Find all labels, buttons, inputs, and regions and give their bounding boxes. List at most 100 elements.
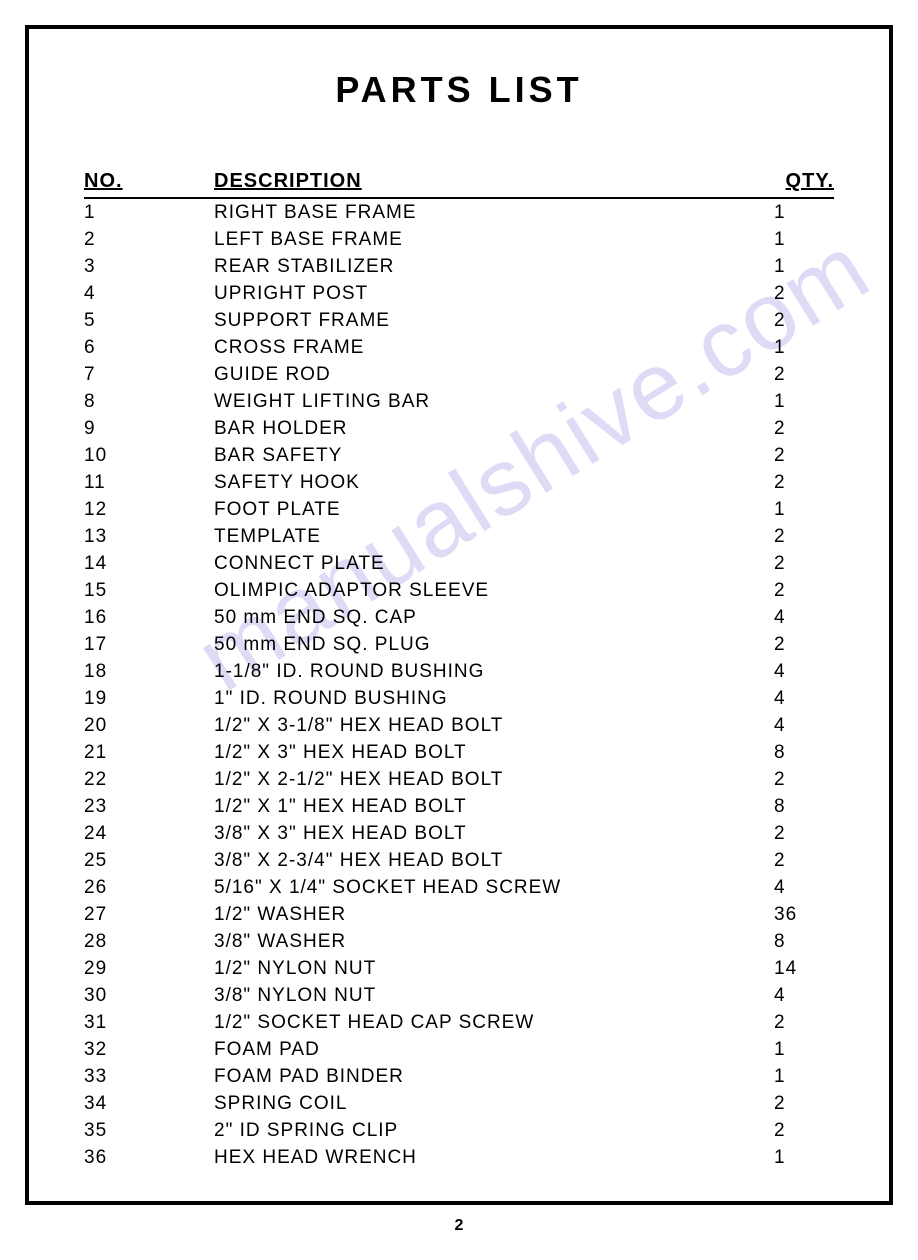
table-row: 6CROSS FRAME1: [84, 334, 834, 361]
cell-description: SAFETY HOOK: [214, 469, 774, 496]
cell-no: 17: [84, 631, 214, 658]
cell-no: 19: [84, 685, 214, 712]
cell-qty: 2: [774, 307, 834, 334]
table-row: 12FOOT PLATE1: [84, 496, 834, 523]
cell-qty: 8: [774, 793, 834, 820]
cell-qty: 4: [774, 658, 834, 685]
cell-description: 50 mm END SQ. CAP: [214, 604, 774, 631]
cell-qty: 1: [774, 388, 834, 415]
cell-description: GUIDE ROD: [214, 361, 774, 388]
table-row: 1RIGHT BASE FRAME1: [84, 198, 834, 226]
table-row: 191" ID. ROUND BUSHING4: [84, 685, 834, 712]
cell-no: 20: [84, 712, 214, 739]
cell-no: 5: [84, 307, 214, 334]
cell-description: 3/8" X 2-3/4" HEX HEAD BOLT: [214, 847, 774, 874]
cell-no: 10: [84, 442, 214, 469]
cell-qty: 4: [774, 982, 834, 1009]
cell-qty: 14: [774, 955, 834, 982]
table-row: 221/2" X 2-1/2" HEX HEAD BOLT2: [84, 766, 834, 793]
cell-no: 35: [84, 1117, 214, 1144]
cell-no: 13: [84, 523, 214, 550]
cell-no: 25: [84, 847, 214, 874]
cell-qty: 1: [774, 334, 834, 361]
cell-description: OLIMPIC ADAPTOR SLEEVE: [214, 577, 774, 604]
cell-qty: 2: [774, 631, 834, 658]
content-layer: PARTS LIST NO. DESCRIPTION QTY. 1RIGHT B…: [84, 69, 834, 1171]
cell-no: 14: [84, 550, 214, 577]
cell-description: 1-1/8" ID. ROUND BUSHING: [214, 658, 774, 685]
cell-description: 1/2" NYLON NUT: [214, 955, 774, 982]
cell-qty: 1: [774, 1063, 834, 1090]
cell-qty: 1: [774, 1144, 834, 1171]
cell-no: 34: [84, 1090, 214, 1117]
table-row: 1750 mm END SQ. PLUG2: [84, 631, 834, 658]
table-body: 1RIGHT BASE FRAME12LEFT BASE FRAME13REAR…: [84, 198, 834, 1171]
cell-description: 1/2" X 1" HEX HEAD BOLT: [214, 793, 774, 820]
header-description: DESCRIPTION: [214, 166, 774, 198]
cell-no: 30: [84, 982, 214, 1009]
cell-qty: 2: [774, 820, 834, 847]
cell-no: 6: [84, 334, 214, 361]
cell-description: SPRING COIL: [214, 1090, 774, 1117]
cell-no: 8: [84, 388, 214, 415]
cell-description: BAR SAFETY: [214, 442, 774, 469]
cell-qty: 2: [774, 415, 834, 442]
cell-qty: 2: [774, 361, 834, 388]
table-row: 33FOAM PAD BINDER1: [84, 1063, 834, 1090]
cell-qty: 36: [774, 901, 834, 928]
cell-qty: 1: [774, 496, 834, 523]
table-row: 265/16" X 1/4" SOCKET HEAD SCREW4: [84, 874, 834, 901]
table-row: 9BAR HOLDER2: [84, 415, 834, 442]
table-row: 253/8" X 2-3/4" HEX HEAD BOLT2: [84, 847, 834, 874]
cell-no: 23: [84, 793, 214, 820]
cell-qty: 2: [774, 847, 834, 874]
cell-no: 16: [84, 604, 214, 631]
cell-description: 5/16" X 1/4" SOCKET HEAD SCREW: [214, 874, 774, 901]
cell-description: 1/2" X 2-1/2" HEX HEAD BOLT: [214, 766, 774, 793]
cell-no: 36: [84, 1144, 214, 1171]
cell-qty: 4: [774, 874, 834, 901]
cell-no: 24: [84, 820, 214, 847]
table-row: 14CONNECT PLATE2: [84, 550, 834, 577]
cell-description: 1" ID. ROUND BUSHING: [214, 685, 774, 712]
table-row: 352" ID SPRING CLIP2: [84, 1117, 834, 1144]
cell-description: SUPPORT FRAME: [214, 307, 774, 334]
cell-no: 2: [84, 226, 214, 253]
table-row: 181-1/8" ID. ROUND BUSHING4: [84, 658, 834, 685]
table-row: 11SAFETY HOOK2: [84, 469, 834, 496]
table-row: 291/2" NYLON NUT14: [84, 955, 834, 982]
table-row: 4UPRIGHT POST2: [84, 280, 834, 307]
cell-no: 12: [84, 496, 214, 523]
table-row: 211/2" X 3" HEX HEAD BOLT8: [84, 739, 834, 766]
cell-qty: 4: [774, 604, 834, 631]
cell-no: 26: [84, 874, 214, 901]
table-row: 36HEX HEAD WRENCH1: [84, 1144, 834, 1171]
cell-no: 4: [84, 280, 214, 307]
table-row: 231/2" X 1" HEX HEAD BOLT8: [84, 793, 834, 820]
cell-qty: 2: [774, 577, 834, 604]
table-row: 13TEMPLATE2: [84, 523, 834, 550]
cell-qty: 8: [774, 928, 834, 955]
cell-qty: 2: [774, 1009, 834, 1036]
cell-qty: 2: [774, 766, 834, 793]
cell-qty: 2: [774, 280, 834, 307]
table-row: 311/2" SOCKET HEAD CAP SCREW2: [84, 1009, 834, 1036]
cell-description: 3/8" WASHER: [214, 928, 774, 955]
cell-description: 3/8" NYLON NUT: [214, 982, 774, 1009]
table-row: 10BAR SAFETY2: [84, 442, 834, 469]
cell-no: 18: [84, 658, 214, 685]
page-frame: manualshive.com PARTS LIST NO. DESCRIPTI…: [25, 25, 893, 1205]
cell-description: 1/2" SOCKET HEAD CAP SCREW: [214, 1009, 774, 1036]
header-qty: QTY.: [774, 166, 834, 198]
cell-description: UPRIGHT POST: [214, 280, 774, 307]
cell-qty: 1: [774, 226, 834, 253]
cell-no: 29: [84, 955, 214, 982]
cell-qty: 2: [774, 442, 834, 469]
cell-no: 3: [84, 253, 214, 280]
cell-description: 50 mm END SQ. PLUG: [214, 631, 774, 658]
cell-qty: 2: [774, 523, 834, 550]
table-row: 32FOAM PAD1: [84, 1036, 834, 1063]
cell-qty: 2: [774, 550, 834, 577]
cell-description: FOAM PAD BINDER: [214, 1063, 774, 1090]
cell-qty: 4: [774, 685, 834, 712]
